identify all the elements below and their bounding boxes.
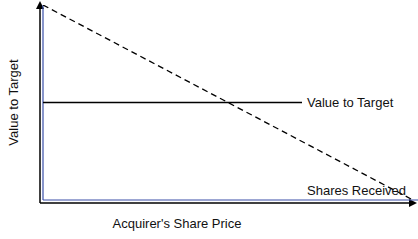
plot-area (43, 5, 413, 200)
series-label: Value to Target (307, 95, 394, 110)
y-axis-title: Value to Target (6, 59, 21, 146)
series-label: Shares Received (307, 183, 406, 198)
chart-root: Value to Target Shares Received Acquirer's… (0, 0, 418, 239)
series-line (43, 5, 413, 200)
series-line (43, 102, 302, 103)
x-axis-title: Acquirer's Share Price (113, 216, 242, 231)
y-axis-arrow (39, 6, 41, 203)
x-axis-arrow (40, 202, 411, 204)
chart: Value to Target Shares Received Acquirer's… (0, 0, 418, 239)
x-range-line (43, 199, 418, 200)
